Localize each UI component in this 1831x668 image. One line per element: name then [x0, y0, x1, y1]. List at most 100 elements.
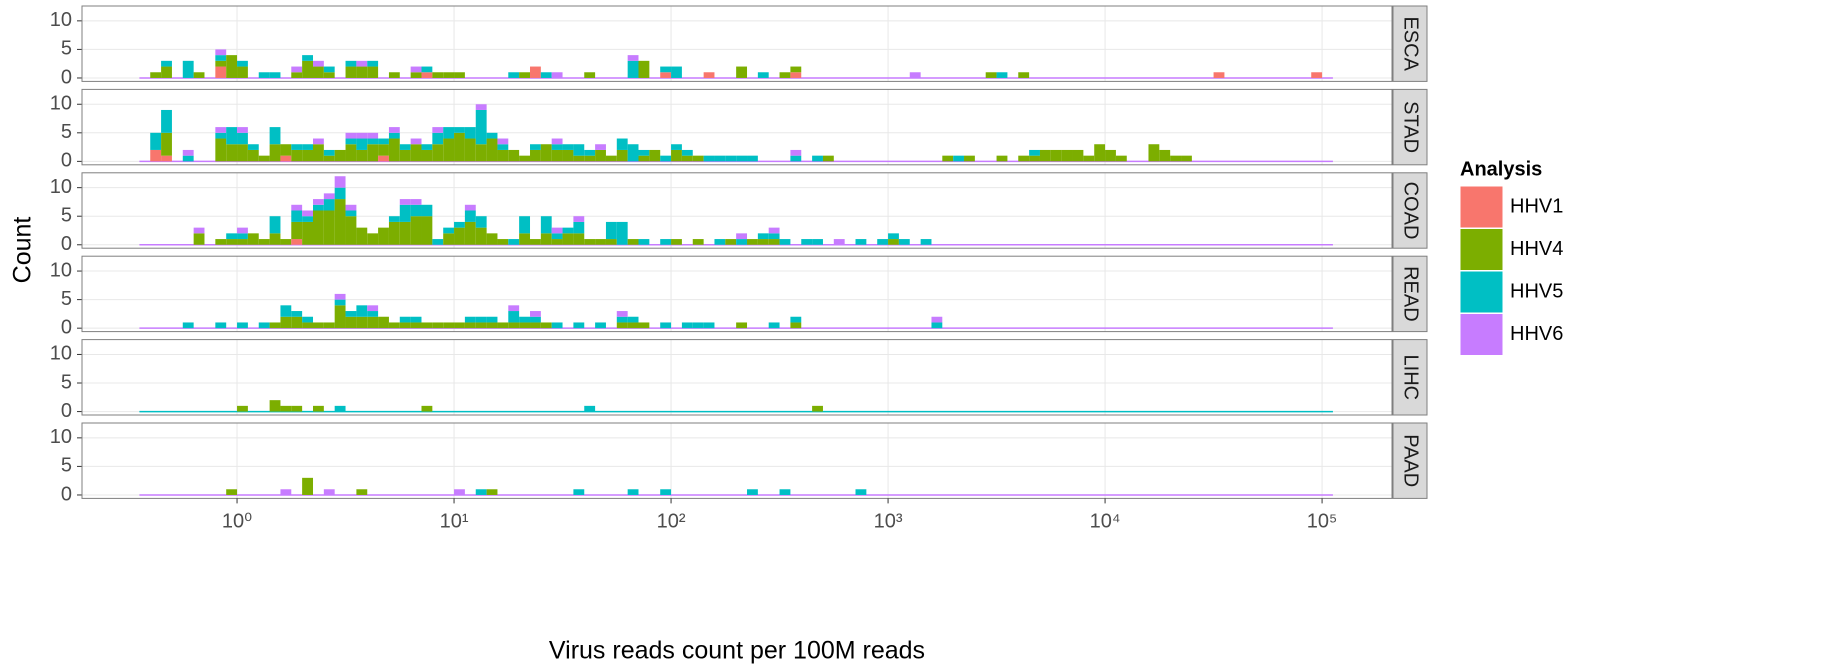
bar-segment [356, 316, 368, 329]
bar-segment [258, 322, 270, 329]
bar-segment [1050, 149, 1062, 162]
bar-segment [475, 489, 487, 495]
bar-segment [1061, 149, 1073, 162]
bar-segment [421, 204, 433, 217]
bar-segment [508, 239, 520, 245]
bar-segment [605, 221, 617, 240]
x-tick-label: 10⁴ [1090, 511, 1121, 533]
bar-segment [399, 221, 411, 245]
bar-segment [681, 155, 693, 162]
bar-segment [508, 149, 520, 162]
bar-segment [334, 405, 346, 412]
bar-segment [193, 233, 205, 245]
bar-segment [302, 221, 314, 245]
bar-segment [768, 227, 780, 234]
bar-segment [790, 149, 802, 156]
bar-segment [942, 155, 954, 162]
bar-segment [595, 322, 606, 329]
bar-segment [410, 138, 422, 145]
bar-segment [497, 149, 509, 162]
bar-segment [345, 60, 357, 67]
bar-segment [530, 316, 541, 323]
bar-segment [540, 72, 552, 78]
y-tick-label: 0 [61, 150, 72, 172]
bar-segment [247, 233, 259, 245]
bar-segment [215, 138, 227, 162]
bar-segment [421, 216, 433, 245]
bar-segment [454, 221, 465, 228]
bar-segment [421, 149, 433, 162]
y-tick-label: 0 [61, 233, 72, 255]
bar-segment [551, 233, 563, 240]
bar-segment [182, 60, 194, 78]
bar-segment [497, 138, 509, 145]
bar-segment [258, 155, 270, 162]
bar-segment [215, 55, 227, 61]
bar-segment [291, 210, 303, 222]
x-tick-label: 10⁵ [1307, 511, 1338, 533]
bar-segment [334, 187, 346, 200]
bar-segment [334, 299, 346, 306]
bar-segment [660, 72, 672, 78]
bar-segment [356, 60, 368, 67]
bar-segment [497, 144, 509, 150]
strip-label: COAD [1400, 182, 1422, 240]
bar-segment [996, 72, 1008, 78]
bar-segment [562, 144, 574, 150]
bar-segment [909, 72, 921, 78]
bar-segment [714, 239, 726, 245]
bar-segment [486, 489, 498, 495]
bar-segment [388, 322, 400, 329]
bar-segment [226, 127, 238, 145]
strip-label: READ [1400, 266, 1422, 322]
bar-segment [595, 144, 606, 150]
bar-segment [302, 149, 314, 162]
bar-segment [237, 144, 248, 162]
bar-segment [443, 322, 455, 329]
strip [1392, 255, 1428, 333]
bar-segment [378, 138, 389, 145]
bar-segment [367, 144, 379, 162]
bar-segment [508, 72, 520, 78]
bar-segment [443, 72, 455, 78]
bar-segment [475, 227, 487, 245]
bar-segment [464, 138, 476, 162]
bar-segment [519, 322, 531, 329]
bar-segment [356, 489, 368, 495]
strip-label: ESCA [1400, 16, 1422, 71]
bar-segment [812, 405, 823, 412]
bar-segment [464, 322, 476, 329]
bar-segment [334, 149, 346, 162]
bar-segment [964, 155, 975, 162]
bar-segment [367, 316, 379, 329]
bar-segment [573, 322, 585, 329]
x-tick-label: 10² [657, 511, 686, 533]
bar-segment [302, 60, 314, 78]
bar-segment [519, 72, 531, 78]
bar-segment [486, 132, 498, 139]
bar-segment [269, 216, 281, 234]
bar-segment [291, 149, 303, 162]
bar-segment [454, 322, 465, 329]
bar-segment [226, 233, 238, 240]
panel [82, 339, 1392, 415]
bar-segment [454, 132, 465, 162]
bar-segment [736, 66, 748, 78]
bar-segment [323, 489, 335, 495]
bar-segment [378, 316, 389, 329]
bar-segment [584, 72, 596, 78]
bar-segment [345, 210, 357, 217]
bar-segment [443, 227, 455, 234]
bar-segment [302, 216, 314, 222]
bar-segment [573, 216, 585, 222]
bar-segment [421, 72, 433, 78]
bar-segment [1029, 149, 1040, 156]
y-tick-label: 10 [50, 93, 72, 115]
bar-segment [399, 149, 411, 162]
bar-segment [150, 149, 162, 162]
bar-segment [454, 127, 465, 133]
bar-segment [313, 199, 324, 205]
bar-segment [475, 109, 487, 145]
bar-segment [399, 199, 411, 205]
bar-segment [822, 155, 834, 162]
